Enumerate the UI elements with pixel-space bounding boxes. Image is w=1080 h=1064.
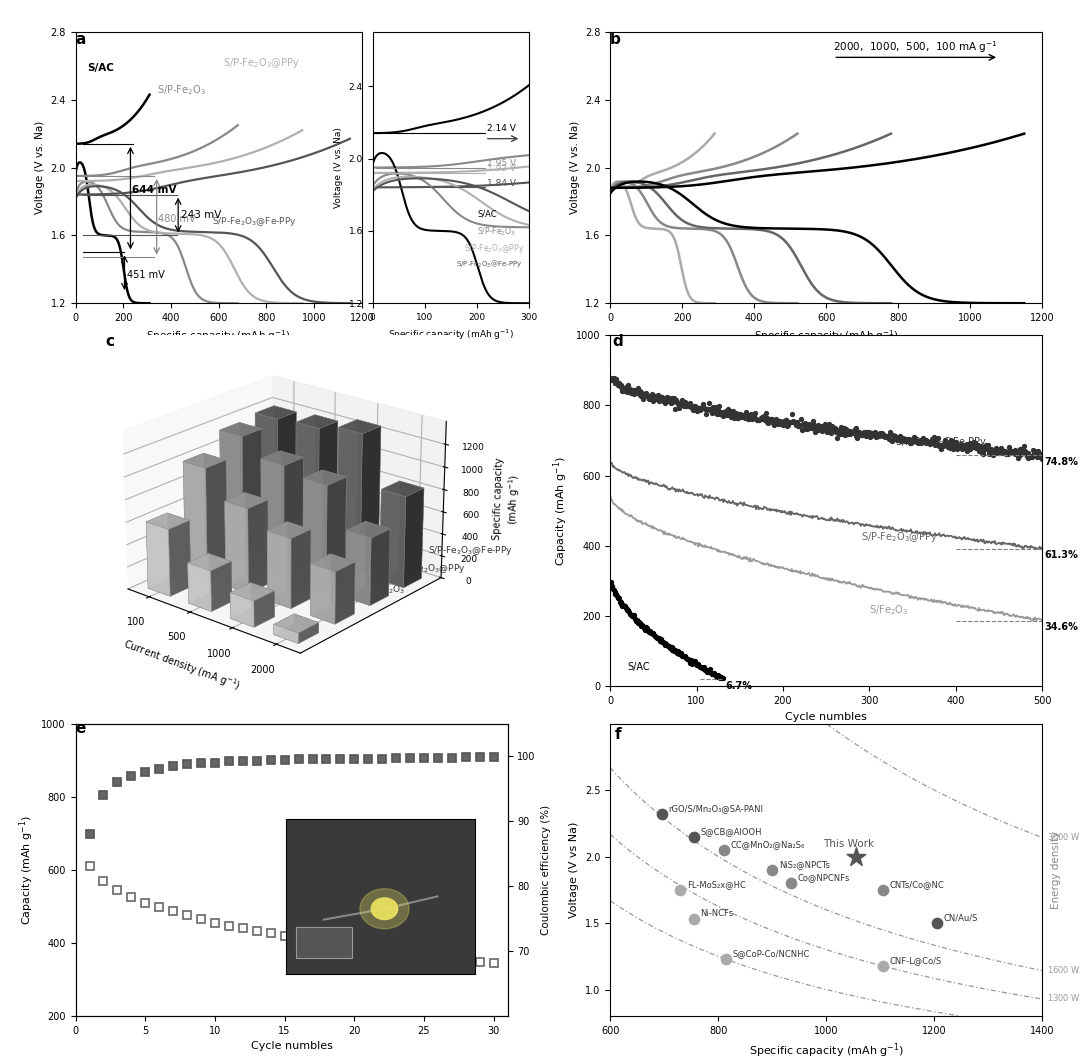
Text: S/P-Fe$_2$O$_3$@Fe-PPy: S/P-Fe$_2$O$_3$@Fe-PPy	[456, 259, 523, 270]
X-axis label: Cycle numbles: Cycle numbles	[785, 712, 867, 721]
X-axis label: Specific capacity (mAh g$^{-1}$): Specific capacity (mAh g$^{-1}$)	[748, 1042, 904, 1060]
Text: This Work: This Work	[824, 839, 875, 849]
Text: S/AC: S/AC	[627, 662, 650, 672]
Text: S/P-Fe$_2$O$_3$@PPy: S/P-Fe$_2$O$_3$@PPy	[464, 242, 525, 254]
Point	[685, 828, 702, 845]
Text: CNTs/Co@NC: CNTs/Co@NC	[890, 880, 944, 890]
Point	[782, 875, 799, 892]
Text: 74.8%: 74.8%	[1044, 456, 1079, 467]
Text: 6.7%: 6.7%	[725, 681, 752, 691]
Text: S/AC: S/AC	[87, 63, 114, 73]
Text: c: c	[105, 334, 114, 349]
Circle shape	[372, 898, 397, 919]
Y-axis label: Capacity (mAh g$^{-1}$): Capacity (mAh g$^{-1}$)	[17, 815, 36, 925]
Point	[875, 958, 892, 975]
Text: S/P-Fe$_2$O$_3$: S/P-Fe$_2$O$_3$	[477, 226, 515, 238]
Text: FL-MoS₂x@HC: FL-MoS₂x@HC	[687, 880, 746, 890]
Text: CC@MnO₂@Na₂S₆: CC@MnO₂@Na₂S₆	[730, 841, 805, 849]
Text: e: e	[76, 720, 86, 735]
X-axis label: Cycle numbles: Cycle numbles	[251, 1042, 333, 1051]
Text: S/P-Fe$_2$O$_3$@PPy: S/P-Fe$_2$O$_3$@PPy	[224, 55, 300, 70]
Text: Ni-NCFs: Ni-NCFs	[700, 910, 733, 918]
Text: 1600 Wh kg$^{-1}$: 1600 Wh kg$^{-1}$	[1047, 963, 1080, 978]
Point	[764, 862, 781, 879]
X-axis label: Specific capacity (mAh g$^{-1}$): Specific capacity (mAh g$^{-1}$)	[388, 328, 514, 342]
Text: S/P-Fe$_2$O$_3$@PPy: S/P-Fe$_2$O$_3$@PPy	[861, 530, 937, 544]
Point	[685, 911, 702, 928]
Y-axis label: Voltage (V vs. Na): Voltage (V vs. Na)	[569, 121, 580, 214]
Text: S@CB@AlOOH: S@CB@AlOOH	[700, 827, 761, 836]
Y-axis label: Voltage (V vs. Na): Voltage (V vs. Na)	[334, 127, 343, 209]
X-axis label: Specific capacity (mAh g$^{-1}$): Specific capacity (mAh g$^{-1}$)	[754, 329, 899, 345]
Text: b: b	[610, 32, 621, 47]
Text: 1.92 V: 1.92 V	[487, 164, 516, 173]
Text: S/P-Fe$_2$O$_3$: S/P-Fe$_2$O$_3$	[157, 83, 205, 97]
Text: 243 mV: 243 mV	[180, 211, 221, 220]
Point	[715, 842, 732, 859]
Text: a: a	[76, 32, 86, 47]
Text: 2000,  1000,  500,  100 mA g$^{-1}$: 2000, 1000, 500, 100 mA g$^{-1}$	[834, 38, 998, 54]
Text: d: d	[612, 334, 623, 349]
Text: 1.84 V: 1.84 V	[487, 179, 516, 187]
Text: 451 mV: 451 mV	[126, 270, 164, 280]
Text: 644 mV: 644 mV	[132, 185, 176, 195]
Text: 34.6%: 34.6%	[1044, 622, 1079, 632]
Text: 1.95 V: 1.95 V	[487, 159, 516, 168]
Text: Co@NPCNFs: Co@NPCNFs	[797, 874, 850, 882]
Text: 480 mV: 480 mV	[158, 214, 195, 223]
Circle shape	[360, 888, 409, 929]
Text: CNF-L@Co/S: CNF-L@Co/S	[890, 955, 942, 965]
Text: S/Fe$_2$O$_3$: S/Fe$_2$O$_3$	[869, 603, 908, 617]
Text: 3000 Wh kg$^{-1}$: 3000 Wh kg$^{-1}$	[1047, 830, 1080, 845]
Point	[929, 915, 946, 932]
Point	[875, 881, 892, 898]
Y-axis label: Voltage (V vs Na): Voltage (V vs Na)	[569, 821, 580, 918]
Text: S/P-Fe$_2$O$_3$@Fe-PPy: S/P-Fe$_2$O$_3$@Fe-PPy	[895, 434, 987, 449]
Point	[672, 881, 689, 898]
Text: CN/Au/S: CN/Au/S	[944, 913, 977, 922]
Text: S@CoP-Co/NCNHC: S@CoP-Co/NCNHC	[732, 949, 810, 959]
Point	[717, 950, 734, 967]
Text: rGO/S/Mn₂O₃@SA-PANI: rGO/S/Mn₂O₃@SA-PANI	[667, 804, 762, 813]
Y-axis label: Coulombic efficiency (%): Coulombic efficiency (%)	[541, 804, 551, 935]
Text: S/P-Fe$_2$O$_3$@Fe-PPy: S/P-Fe$_2$O$_3$@Fe-PPy	[212, 215, 296, 228]
X-axis label: Current density (mA g$^{-1}$): Current density (mA g$^{-1}$)	[121, 635, 242, 694]
Text: Energy density: Energy density	[1051, 831, 1061, 909]
Point	[652, 805, 670, 822]
Text: S/AC: S/AC	[477, 210, 497, 218]
Y-axis label: Voltage (V vs. Na): Voltage (V vs. Na)	[35, 121, 45, 214]
X-axis label: Specific capacity (mAh g$^{-1}$): Specific capacity (mAh g$^{-1}$)	[147, 329, 291, 345]
Text: 1300 Wh kg$^{-1}$: 1300 Wh kg$^{-1}$	[1047, 992, 1080, 1007]
Bar	[296, 927, 352, 958]
Point	[847, 848, 864, 865]
Text: NiS₂@NPCTs: NiS₂@NPCTs	[779, 860, 829, 869]
Text: 2.14 V: 2.14 V	[487, 124, 516, 133]
Text: 61.3%: 61.3%	[1044, 550, 1079, 561]
Text: f: f	[615, 728, 621, 743]
Y-axis label: Capacity (mAh g$^{-1}$): Capacity (mAh g$^{-1}$)	[552, 455, 570, 566]
